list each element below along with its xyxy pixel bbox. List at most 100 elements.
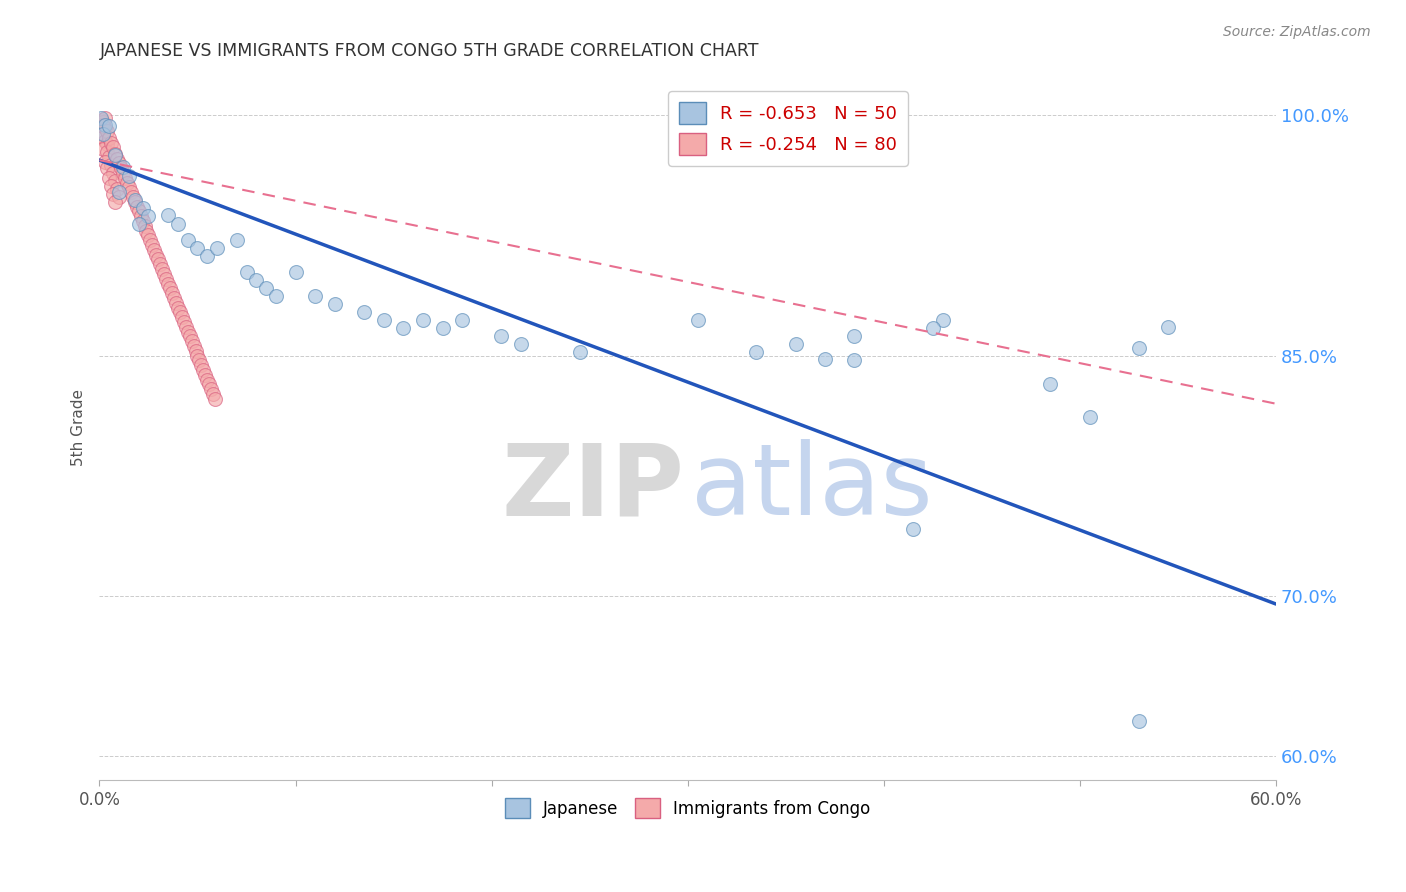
Point bbox=[167, 301, 190, 315]
Point bbox=[94, 121, 117, 136]
Point bbox=[100, 178, 122, 193]
Point bbox=[98, 130, 121, 145]
Point bbox=[131, 201, 153, 215]
Point bbox=[785, 337, 807, 351]
Point bbox=[169, 305, 191, 319]
Point bbox=[141, 238, 163, 252]
Point bbox=[98, 120, 121, 134]
Point bbox=[186, 241, 208, 255]
Point bbox=[745, 345, 768, 359]
Point bbox=[128, 204, 150, 219]
Point bbox=[412, 313, 434, 327]
Point bbox=[173, 315, 195, 329]
Point bbox=[114, 170, 136, 185]
Point bbox=[184, 343, 207, 358]
Point bbox=[100, 136, 122, 150]
Point bbox=[120, 185, 142, 199]
Point bbox=[190, 358, 212, 372]
Point bbox=[903, 522, 925, 536]
Point bbox=[921, 321, 943, 335]
Point bbox=[200, 382, 222, 396]
Point bbox=[94, 134, 117, 148]
Point bbox=[568, 345, 591, 359]
Point bbox=[90, 118, 112, 132]
Point bbox=[135, 224, 157, 238]
Point bbox=[844, 329, 866, 343]
Point bbox=[104, 148, 127, 162]
Point bbox=[128, 217, 150, 231]
Point bbox=[686, 313, 709, 327]
Point bbox=[145, 248, 167, 262]
Point bbox=[491, 329, 513, 343]
Point bbox=[180, 334, 202, 349]
Point bbox=[373, 313, 395, 327]
Point bbox=[225, 233, 247, 247]
Point bbox=[98, 170, 121, 185]
Point bbox=[814, 351, 837, 366]
Point bbox=[167, 217, 190, 231]
Point bbox=[111, 166, 134, 180]
Point bbox=[1039, 377, 1062, 392]
Point bbox=[118, 169, 141, 183]
Y-axis label: 5th Grade: 5th Grade bbox=[72, 389, 86, 467]
Point bbox=[195, 249, 218, 263]
Point bbox=[101, 166, 124, 180]
Text: Source: ZipAtlas.com: Source: ZipAtlas.com bbox=[1223, 25, 1371, 39]
Point bbox=[104, 174, 127, 188]
Point bbox=[157, 208, 180, 222]
Point bbox=[264, 289, 287, 303]
Point bbox=[90, 112, 112, 126]
Point bbox=[1128, 714, 1150, 728]
Point bbox=[245, 273, 267, 287]
Point bbox=[510, 337, 533, 351]
Point bbox=[205, 241, 228, 255]
Point bbox=[163, 291, 186, 305]
Point bbox=[108, 156, 131, 170]
Point bbox=[174, 319, 197, 334]
Point bbox=[96, 161, 118, 176]
Point bbox=[1078, 409, 1101, 424]
Point bbox=[432, 321, 454, 335]
Text: JAPANESE VS IMMIGRANTS FROM CONGO 5TH GRADE CORRELATION CHART: JAPANESE VS IMMIGRANTS FROM CONGO 5TH GR… bbox=[100, 42, 759, 60]
Point bbox=[93, 120, 115, 134]
Point bbox=[153, 267, 176, 281]
Point bbox=[129, 209, 152, 223]
Point bbox=[149, 257, 172, 271]
Point bbox=[90, 129, 112, 144]
Point bbox=[155, 271, 177, 285]
Point bbox=[176, 233, 198, 247]
Point bbox=[159, 281, 181, 295]
Point bbox=[121, 190, 143, 204]
Point bbox=[254, 281, 277, 295]
Point bbox=[125, 200, 148, 214]
Point bbox=[183, 339, 205, 353]
Point bbox=[143, 243, 166, 257]
Point bbox=[157, 277, 180, 291]
Point bbox=[235, 265, 257, 279]
Point bbox=[131, 214, 153, 228]
Point bbox=[118, 180, 141, 194]
Point bbox=[188, 353, 211, 368]
Point bbox=[124, 193, 146, 207]
Point bbox=[195, 373, 218, 387]
Point bbox=[94, 118, 117, 132]
Point bbox=[844, 353, 866, 368]
Point bbox=[94, 154, 117, 169]
Point bbox=[1157, 319, 1180, 334]
Point bbox=[115, 176, 138, 190]
Point bbox=[105, 182, 128, 196]
Point bbox=[101, 186, 124, 201]
Point bbox=[931, 313, 953, 327]
Text: ZIP: ZIP bbox=[502, 439, 685, 536]
Point bbox=[353, 305, 375, 319]
Point bbox=[138, 228, 160, 243]
Point bbox=[96, 137, 118, 152]
Point bbox=[148, 252, 170, 267]
Point bbox=[104, 194, 127, 209]
Point bbox=[124, 194, 146, 209]
Point bbox=[93, 126, 115, 140]
Text: atlas: atlas bbox=[692, 439, 932, 536]
Point bbox=[160, 286, 183, 301]
Point bbox=[1128, 341, 1150, 355]
Point bbox=[165, 295, 187, 310]
